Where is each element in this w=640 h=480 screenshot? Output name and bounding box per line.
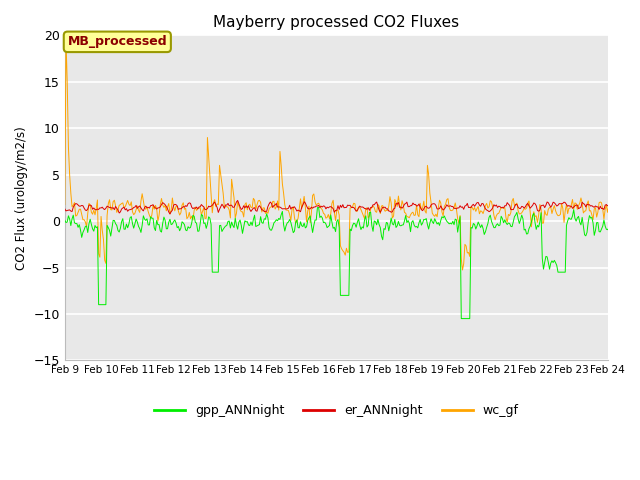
Y-axis label: CO2 Flux (urology/m2/s): CO2 Flux (urology/m2/s): [15, 126, 28, 270]
Legend: gpp_ANNnight, er_ANNnight, wc_gf: gpp_ANNnight, er_ANNnight, wc_gf: [148, 399, 524, 422]
Title: Mayberry processed CO2 Fluxes: Mayberry processed CO2 Fluxes: [213, 15, 460, 30]
Text: MB_processed: MB_processed: [67, 36, 167, 48]
